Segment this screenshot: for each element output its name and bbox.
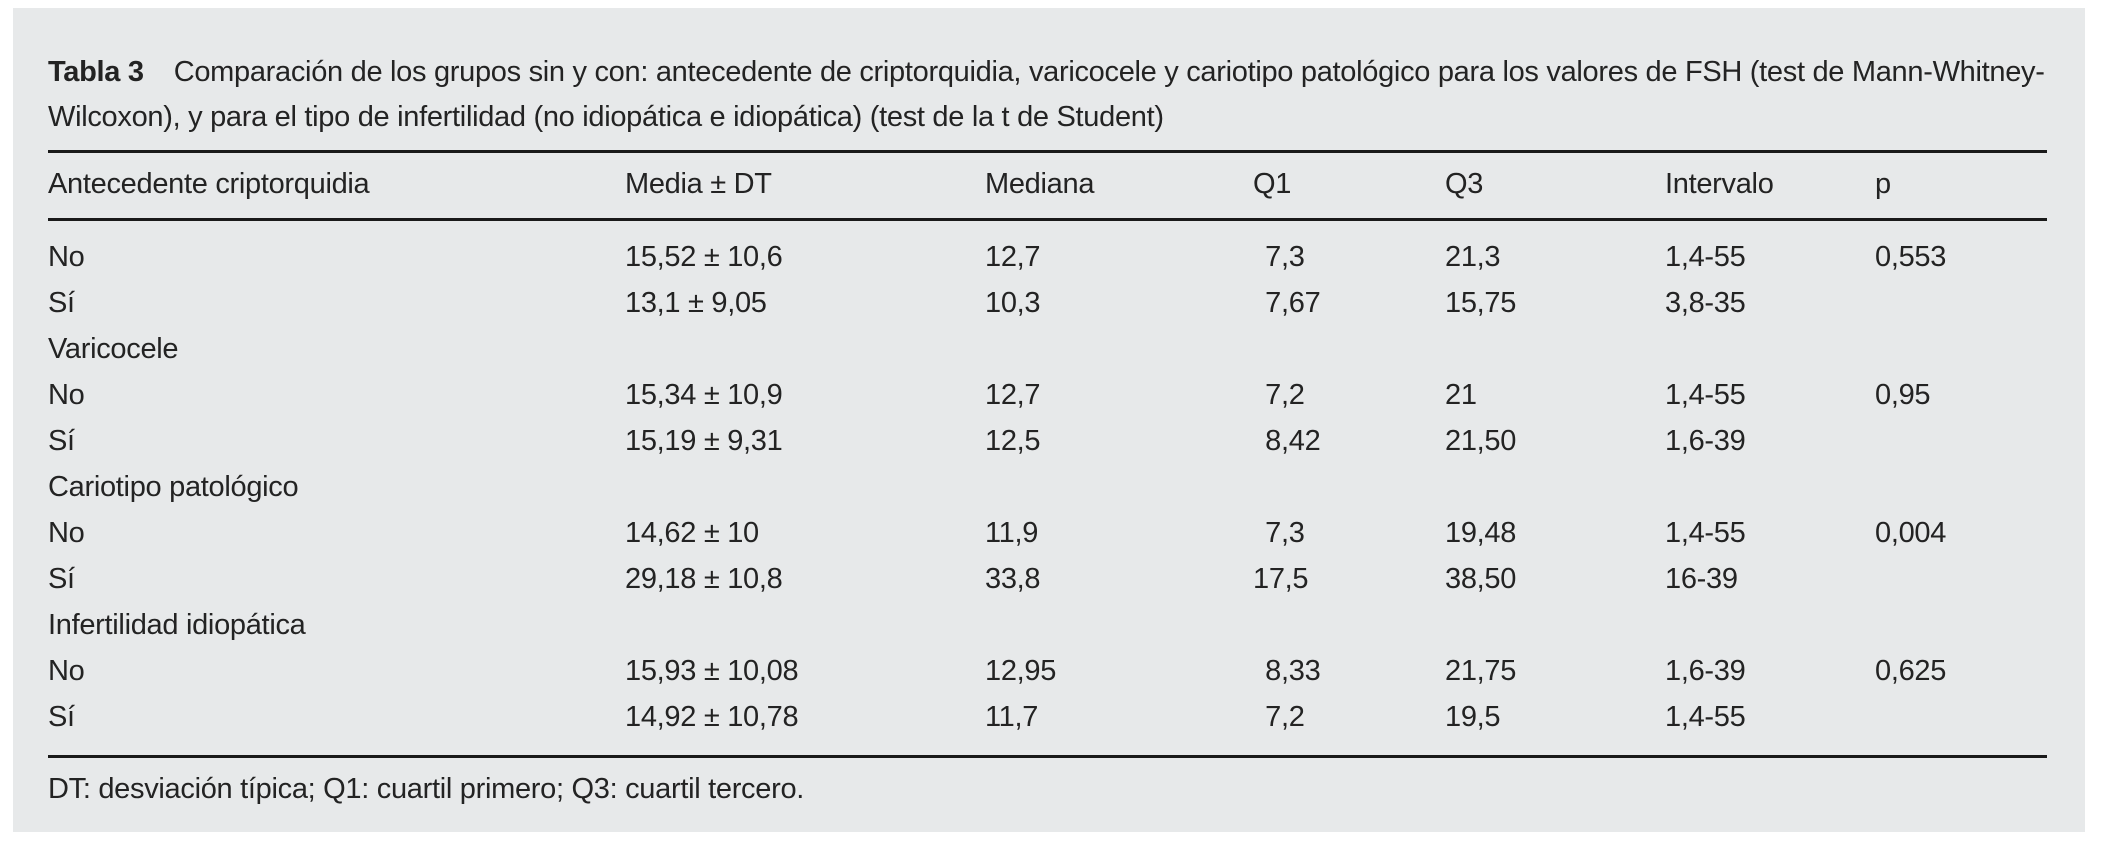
table-caption-text: Comparación de los grupos sin y con: ant… — [48, 56, 2045, 133]
section-row: Infertilidad idiopática — [48, 602, 2047, 648]
cell-q3: 19,5 — [1445, 700, 1501, 733]
cell-media-dt: 15,34 ± 10,9 — [625, 378, 783, 411]
cell-label: Sí — [48, 700, 75, 733]
cell-media-dt: 13,1 ± 9,05 — [625, 286, 767, 319]
cell-intervalo: 3,8-35 — [1665, 286, 1746, 319]
cell-media-dt: 29,18 ± 10,8 — [625, 562, 783, 595]
table-row: No 15,93 ± 10,08 12,95 8,33 21,75 1,6-39… — [48, 648, 2047, 694]
header-row: Antecedente criptorquidia Media ± DT Med… — [48, 151, 2047, 221]
cell-media-dt: 15,93 ± 10,08 — [625, 654, 799, 687]
cell-label: No — [48, 240, 85, 273]
section-label: Varicocele — [48, 332, 179, 365]
cell-intervalo: 1,4-55 — [1665, 378, 1746, 411]
cell-mediana: 10,3 — [985, 286, 1041, 319]
cell-label: No — [48, 378, 85, 411]
cell-q3: 19,48 — [1445, 516, 1517, 549]
cell-label: Sí — [48, 286, 75, 319]
column-header-media-dt: Media ± DT — [625, 151, 985, 221]
cell-intervalo: 1,4-55 — [1665, 240, 1746, 273]
cell-p — [1875, 418, 2047, 464]
table-row: Sí 13,1 ± 9,05 10,3 7,67 15,75 3,8-35 — [48, 280, 2047, 326]
table-caption: Tabla 3 Comparación de los grupos sin y c… — [48, 50, 2047, 140]
table-body: No 15,52 ± 10,6 12,7 7,3 21,3 1,4-55 0,5… — [48, 220, 2047, 757]
section-row: Varicocele — [48, 326, 2047, 372]
column-header-mediana: Mediana — [985, 151, 1253, 221]
table-row: No 15,34 ± 10,9 12,7 7,2 21 1,4-55 0,95 — [48, 372, 2047, 418]
table-panel: Tabla 3 Comparación de los grupos sin y c… — [13, 8, 2085, 832]
cell-label: No — [48, 516, 85, 549]
table-footnote: DT: desviación típica; Q1: cuartil prime… — [48, 773, 805, 805]
cell-p: 0,004 — [1875, 516, 1947, 549]
cell-intervalo: 1,6-39 — [1665, 424, 1746, 457]
cell-p: 0,95 — [1875, 378, 1931, 411]
cell-q1: 7,3 — [1265, 240, 1305, 273]
table-header: Antecedente criptorquidia Media ± DT Med… — [48, 151, 2047, 221]
cell-q1: 7,2 — [1265, 700, 1305, 733]
cell-intervalo: 1,4-55 — [1665, 700, 1746, 733]
cell-mediana: 12,95 — [985, 654, 1057, 687]
cell-q1: 17,5 — [1253, 562, 1309, 595]
cell-mediana: 12,7 — [985, 378, 1041, 411]
cell-mediana: 12,7 — [985, 240, 1041, 273]
column-header-q1: Q1 — [1253, 151, 1445, 221]
table-row: Sí 29,18 ± 10,8 33,8 17,5 38,50 16-39 — [48, 556, 2047, 602]
cell-intervalo: 1,4-55 — [1665, 516, 1746, 549]
cell-q3: 21,3 — [1445, 240, 1501, 273]
cell-media-dt: 14,62 ± 10 — [625, 516, 759, 549]
cell-media-dt: 15,19 ± 9,31 — [625, 424, 783, 457]
cell-media-dt: 15,52 ± 10,6 — [625, 240, 783, 273]
cell-intervalo: 16-39 — [1665, 562, 1738, 595]
cell-label: No — [48, 654, 85, 687]
cell-intervalo: 1,6-39 — [1665, 654, 1746, 687]
cell-mediana: 11,7 — [985, 700, 1039, 733]
table-row: Sí 15,19 ± 9,31 12,5 8,42 21,50 1,6-39 — [48, 418, 2047, 464]
cell-q3: 15,75 — [1445, 286, 1517, 319]
cell-p — [1875, 556, 2047, 602]
cell-label: Sí — [48, 562, 75, 595]
table-row: No 14,62 ± 10 11,9 7,3 19,48 1,4-55 0,00… — [48, 510, 2047, 556]
cell-label: Sí — [48, 424, 75, 457]
column-header-intervalo: Intervalo — [1665, 151, 1875, 221]
section-label: Cariotipo patológico — [48, 470, 299, 503]
section-label: Infertilidad idiopática — [48, 608, 306, 641]
table-row: Sí 14,92 ± 10,78 11,7 7,2 19,5 1,4-55 — [48, 694, 2047, 757]
cell-q3: 21,50 — [1445, 424, 1517, 457]
cell-q1: 8,42 — [1265, 424, 1321, 457]
cell-mediana: 33,8 — [985, 562, 1041, 595]
cell-q3: 21,75 — [1445, 654, 1517, 687]
cell-q1: 7,3 — [1265, 516, 1305, 549]
cell-q1: 7,67 — [1265, 286, 1321, 319]
cell-mediana: 12,5 — [985, 424, 1041, 457]
cell-p: 0,553 — [1875, 240, 1947, 273]
table-row: No 15,52 ± 10,6 12,7 7,3 21,3 1,4-55 0,5… — [48, 220, 2047, 281]
cell-p — [1875, 280, 2047, 326]
cell-p: 0,625 — [1875, 654, 1947, 687]
table-caption-label: Tabla 3 — [48, 56, 144, 88]
cell-p — [1875, 694, 2047, 757]
fsh-comparison-table: Antecedente criptorquidia Media ± DT Med… — [48, 150, 2047, 758]
column-header-q3: Q3 — [1445, 151, 1665, 221]
cell-q1: 8,33 — [1265, 654, 1321, 687]
column-header-p: p — [1875, 151, 2047, 221]
cell-media-dt: 14,92 ± 10,78 — [625, 700, 799, 733]
cell-q3: 38,50 — [1445, 562, 1517, 595]
cell-q3: 21 — [1445, 378, 1477, 411]
section-row: Cariotipo patológico — [48, 464, 2047, 510]
cell-q1: 7,2 — [1265, 378, 1305, 411]
column-header-antecedente: Antecedente criptorquidia — [48, 151, 625, 221]
cell-mediana: 11,9 — [985, 516, 1039, 549]
